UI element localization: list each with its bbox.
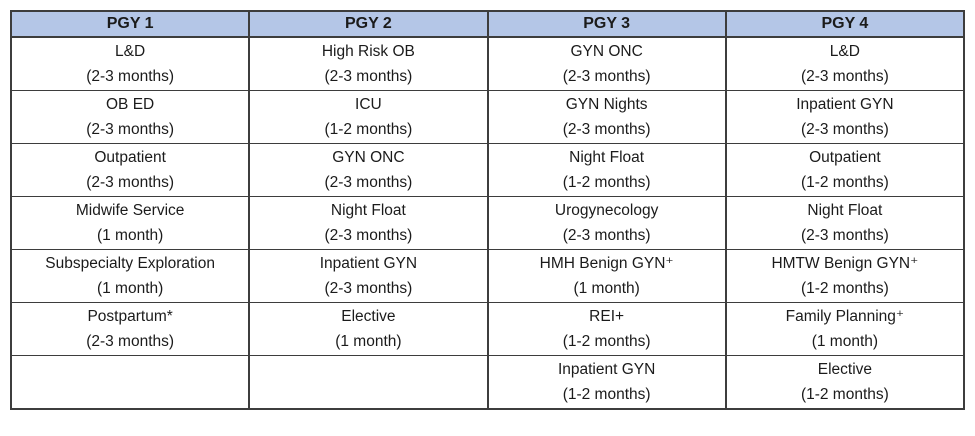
rotation-duration: (2-3 months) — [562, 121, 651, 138]
rotation-cell: OB ED (2-3 months) — [9, 90, 251, 144]
rotation-duration: (2-3 months) — [86, 333, 175, 350]
rotation-duration: (2-3 months) — [324, 227, 413, 244]
rotation-name: Urogynecology — [554, 202, 659, 219]
rotation-name: L&D — [829, 43, 860, 60]
rotation-duration: (2-3 months) — [86, 121, 175, 138]
rotation-cell: Night Float (2-3 months) — [248, 196, 489, 250]
rotation-cell-empty — [248, 355, 489, 410]
rotation-name: GYN ONC — [332, 149, 405, 166]
rotation-name: HMH Benign GYN⁺ — [539, 255, 674, 272]
rotation-cell: Inpatient GYN (2-3 months) — [724, 90, 966, 144]
rotation-duration: (2-3 months) — [800, 227, 889, 244]
rotation-cell: Postpartum* (2-3 months) — [9, 302, 251, 356]
rotation-cell: Urogynecology (2-3 months) — [486, 196, 727, 250]
rotation-cell: GYN Nights (2-3 months) — [486, 90, 727, 144]
rotation-duration: (1-2 months) — [800, 174, 889, 191]
rotation-duration: (1-2 months) — [324, 121, 413, 138]
rotation-duration: (1-2 months) — [562, 333, 651, 350]
rotation-duration: (2-3 months) — [324, 280, 413, 297]
rotation-duration: (2-3 months) — [324, 68, 413, 85]
rotation-cell-empty — [9, 355, 251, 410]
rotation-name: Postpartum* — [87, 308, 173, 325]
table-row: Postpartum* (2-3 months) Elective (1 mon… — [9, 302, 966, 356]
rotation-duration: (1 month) — [335, 333, 402, 350]
table-row: L&D (2-3 months) High Risk OB (2-3 month… — [9, 36, 966, 91]
rotation-cell: Night Float (1-2 months) — [486, 143, 727, 197]
table-row: Outpatient (2-3 months) GYN ONC (2-3 mon… — [9, 143, 966, 197]
rotation-cell: GYN ONC (2-3 months) — [486, 36, 727, 91]
rotation-name: ICU — [355, 96, 382, 113]
rotation-cell: L&D (2-3 months) — [724, 36, 966, 91]
rotation-name: HMTW Benign GYN⁺ — [771, 255, 919, 272]
column-header-pgy1: PGY 1 — [9, 10, 251, 38]
table-body: L&D (2-3 months) High Risk OB (2-3 month… — [9, 36, 966, 410]
rotation-cell: GYN ONC (2-3 months) — [248, 143, 489, 197]
rotation-name: Family Planning⁺ — [785, 308, 905, 325]
rotation-cell: Elective (1-2 months) — [724, 355, 966, 410]
column-header-pgy4: PGY 4 — [724, 10, 966, 38]
table-row: Subspecialty Exploration (1 month) Inpat… — [9, 249, 966, 303]
rotation-name: L&D — [115, 43, 146, 60]
column-header-pgy2: PGY 2 — [248, 10, 489, 38]
rotation-duration: (1-2 months) — [562, 174, 651, 191]
rotation-duration: (2-3 months) — [86, 68, 175, 85]
table-row: Inpatient GYN (1-2 months) Elective (1-2… — [9, 355, 966, 410]
rotation-duration: (2-3 months) — [562, 68, 651, 85]
rotation-cell: Night Float (2-3 months) — [724, 196, 966, 250]
rotation-name: Outpatient — [809, 149, 881, 166]
rotation-cell: Midwife Service (1 month) — [9, 196, 251, 250]
rotation-name: Night Float — [569, 149, 645, 166]
rotation-duration: (2-3 months) — [800, 121, 889, 138]
rotation-schedule-table: PGY 1 PGY 2 PGY 3 PGY 4 L&D (2-3 months)… — [9, 10, 966, 410]
rotation-name: GYN Nights — [565, 96, 648, 113]
rotation-cell: ICU (1-2 months) — [248, 90, 489, 144]
rotation-cell: Elective (1 month) — [248, 302, 489, 356]
rotation-name: Inpatient GYN — [319, 255, 418, 272]
rotation-name: Outpatient — [94, 149, 166, 166]
rotation-name: Inpatient GYN — [557, 361, 656, 378]
table-header-row: PGY 1 PGY 2 PGY 3 PGY 4 — [9, 10, 966, 38]
rotation-duration: (2-3 months) — [324, 174, 413, 191]
rotation-cell: Family Planning⁺ (1 month) — [724, 302, 966, 356]
rotation-cell: Outpatient (2-3 months) — [9, 143, 251, 197]
rotation-duration: (2-3 months) — [86, 174, 175, 191]
rotation-name: Elective — [817, 361, 873, 378]
column-header-pgy3: PGY 3 — [486, 10, 727, 38]
rotation-name: Inpatient GYN — [796, 96, 894, 113]
rotation-name: REI+ — [589, 308, 625, 325]
rotation-cell: Outpatient (1-2 months) — [724, 143, 966, 197]
rotation-duration: (2-3 months) — [800, 68, 889, 85]
rotation-duration: (1 month) — [96, 227, 164, 244]
table-row: Midwife Service (1 month) Night Float (2… — [9, 196, 966, 250]
rotation-duration: (1 month) — [811, 333, 879, 350]
rotation-cell: HMTW Benign GYN⁺ (1-2 months) — [724, 249, 966, 303]
rotation-cell: L&D (2-3 months) — [9, 36, 251, 91]
rotation-name: Night Float — [330, 202, 406, 219]
rotation-duration: (1-2 months) — [800, 386, 889, 403]
rotation-name: Night Float — [807, 202, 883, 219]
rotation-name: Subspecialty Exploration — [45, 255, 215, 272]
rotation-duration: (1-2 months) — [800, 280, 889, 297]
rotation-duration: (1 month) — [573, 280, 640, 297]
rotation-duration: (1 month) — [96, 280, 164, 297]
rotation-name: GYN ONC — [570, 43, 643, 60]
rotation-cell: High Risk OB (2-3 months) — [248, 36, 489, 91]
rotation-name: Elective — [341, 308, 396, 325]
rotation-duration: (1-2 months) — [562, 386, 651, 403]
rotation-cell: Inpatient GYN (2-3 months) — [248, 249, 489, 303]
rotation-name: High Risk OB — [321, 43, 415, 60]
rotation-cell: REI+ (1-2 months) — [486, 302, 727, 356]
rotation-cell: Inpatient GYN (1-2 months) — [486, 355, 727, 410]
table-row: OB ED (2-3 months) ICU (1-2 months) GYN … — [9, 90, 966, 144]
rotation-cell: Subspecialty Exploration (1 month) — [9, 249, 251, 303]
rotation-name: Midwife Service — [75, 202, 185, 219]
rotation-cell: HMH Benign GYN⁺ (1 month) — [486, 249, 727, 303]
rotation-name: OB ED — [106, 96, 155, 113]
rotation-duration: (2-3 months) — [562, 227, 651, 244]
